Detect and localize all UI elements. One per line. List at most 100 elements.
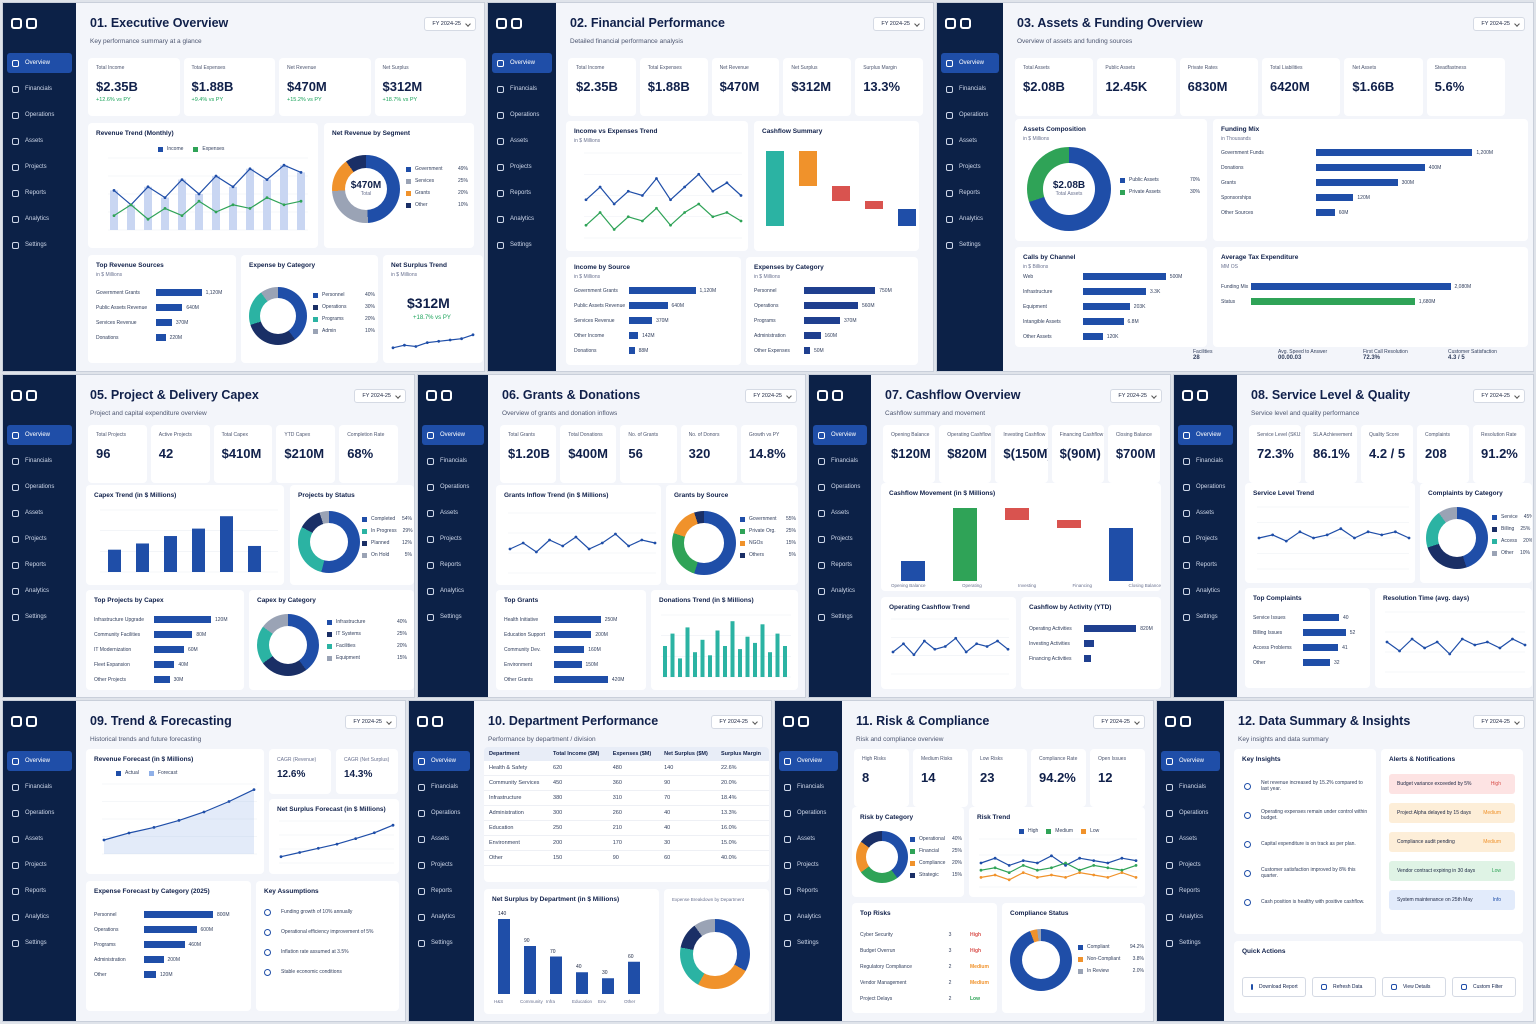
fiscal-year-select[interactable]: FY 2024-25 — [745, 389, 797, 403]
sidebar-item-overview[interactable]: Overview — [1178, 425, 1233, 445]
sidebar-item-settings[interactable]: Settings — [422, 607, 484, 627]
sidebar-item-assets[interactable]: Assets — [7, 131, 72, 151]
sidebar-item-projects[interactable]: Projects — [413, 855, 470, 875]
table-row[interactable]: Health & Safety 620 480 140 22.6% — [484, 761, 769, 776]
sidebar-item-financials[interactable]: Financials — [7, 451, 72, 471]
sidebar-item-overview[interactable]: Overview — [1161, 751, 1220, 771]
sidebar-item-assets[interactable]: Assets — [413, 829, 470, 849]
sidebar-item-assets[interactable]: Assets — [7, 503, 72, 523]
fiscal-year-select[interactable]: FY 2024-25 — [1093, 715, 1145, 729]
sidebar-item-projects[interactable]: Projects — [1178, 529, 1233, 549]
sidebar-item-overview[interactable]: Overview — [492, 53, 552, 73]
sidebar-item-settings[interactable]: Settings — [492, 235, 552, 255]
fiscal-year-select[interactable]: FY 2024-25 — [1473, 715, 1525, 729]
fiscal-year-select[interactable]: FY 2024-25 — [1473, 389, 1525, 403]
table-row[interactable]: Community Services 450 360 90 20.0% — [484, 775, 769, 791]
sidebar-item-operations[interactable]: Operations — [779, 803, 838, 823]
sidebar-item-analytics[interactable]: Analytics — [7, 209, 72, 229]
sidebar-item-assets[interactable]: Assets — [492, 131, 552, 151]
sidebar-item-reports[interactable]: Reports — [7, 881, 72, 901]
sidebar-item-projects[interactable]: Projects — [7, 157, 72, 177]
fiscal-year-select[interactable]: FY 2024-25 — [345, 715, 397, 729]
fiscal-year-select[interactable]: FY 2024-25 — [424, 17, 476, 31]
sidebar-item-operations[interactable]: Operations — [1178, 477, 1233, 497]
sidebar-item-financials[interactable]: Financials — [941, 79, 999, 99]
sidebar-item-analytics[interactable]: Analytics — [422, 581, 484, 601]
sidebar-item-operations[interactable]: Operations — [813, 477, 867, 497]
fiscal-year-select[interactable]: FY 2024-25 — [1110, 389, 1162, 403]
sidebar-item-overview[interactable]: Overview — [7, 53, 72, 73]
sidebar-item-financials[interactable]: Financials — [413, 777, 470, 797]
sidebar-item-assets[interactable]: Assets — [941, 131, 999, 151]
sidebar-item-analytics[interactable]: Analytics — [1178, 581, 1233, 601]
sidebar-item-reports[interactable]: Reports — [413, 881, 470, 901]
sidebar-item-assets[interactable]: Assets — [813, 503, 867, 523]
sidebar-item-reports[interactable]: Reports — [7, 183, 72, 203]
risk-row[interactable]: Project Delays 2 Low — [860, 991, 989, 1007]
risk-row[interactable]: Budget Overrun 3 High — [860, 943, 989, 959]
sidebar-item-operations[interactable]: Operations — [422, 477, 484, 497]
sidebar-item-financials[interactable]: Financials — [1178, 451, 1233, 471]
sidebar-item-operations[interactable]: Operations — [7, 105, 72, 125]
sidebar-item-reports[interactable]: Reports — [422, 555, 484, 575]
risk-row[interactable]: Regulatory Compliance 2 Medium — [860, 959, 989, 975]
sidebar-item-financials[interactable]: Financials — [7, 777, 72, 797]
sidebar-item-analytics[interactable]: Analytics — [813, 581, 867, 601]
sidebar-item-assets[interactable]: Assets — [779, 829, 838, 849]
sidebar-item-reports[interactable]: Reports — [1178, 555, 1233, 575]
sidebar-item-settings[interactable]: Settings — [813, 607, 867, 627]
sidebar-item-projects[interactable]: Projects — [1161, 855, 1220, 875]
sidebar-item-financials[interactable]: Financials — [779, 777, 838, 797]
sidebar-item-projects[interactable]: Projects — [813, 529, 867, 549]
sidebar-item-analytics[interactable]: Analytics — [7, 581, 72, 601]
sidebar-item-operations[interactable]: Operations — [7, 477, 72, 497]
sidebar-item-overview[interactable]: Overview — [7, 751, 72, 771]
sidebar-item-operations[interactable]: Operations — [941, 105, 999, 125]
sidebar-item-analytics[interactable]: Analytics — [941, 209, 999, 229]
sidebar-item-projects[interactable]: Projects — [7, 529, 72, 549]
sidebar-item-financials[interactable]: Financials — [1161, 777, 1220, 797]
sidebar-item-settings[interactable]: Settings — [1161, 933, 1220, 953]
alert-item[interactable]: Compliance audit pending Medium — [1389, 832, 1515, 852]
table-row[interactable]: Infrastructure 380 310 70 18.4% — [484, 790, 769, 806]
sidebar-item-projects[interactable]: Projects — [941, 157, 999, 177]
download-button[interactable]: Download Report — [1242, 977, 1306, 997]
alert-item[interactable]: Project Alpha delayed by 15 days Medium — [1389, 803, 1515, 823]
risk-row[interactable]: Vendor Management 2 Medium — [860, 975, 989, 991]
sidebar-item-settings[interactable]: Settings — [1178, 607, 1233, 627]
sidebar-item-projects[interactable]: Projects — [779, 855, 838, 875]
sidebar-item-reports[interactable]: Reports — [7, 555, 72, 575]
sidebar-item-operations[interactable]: Operations — [7, 803, 72, 823]
sidebar-item-overview[interactable]: Overview — [413, 751, 470, 771]
sidebar-item-analytics[interactable]: Analytics — [492, 209, 552, 229]
sidebar-item-reports[interactable]: Reports — [779, 881, 838, 901]
sidebar-item-overview[interactable]: Overview — [813, 425, 867, 445]
filter-button[interactable]: Custom Filter — [1452, 977, 1516, 997]
table-row[interactable]: Environment 200 170 30 15.0% — [484, 835, 769, 851]
alert-item[interactable]: System maintenance on 25th May Info — [1389, 890, 1515, 910]
fiscal-year-select[interactable]: FY 2024-25 — [873, 17, 925, 31]
sidebar-item-assets[interactable]: Assets — [7, 829, 72, 849]
sidebar-item-analytics[interactable]: Analytics — [1161, 907, 1220, 927]
refresh-button[interactable]: Refresh Data — [1312, 977, 1376, 997]
sidebar-item-assets[interactable]: Assets — [1161, 829, 1220, 849]
sidebar-item-financials[interactable]: Financials — [813, 451, 867, 471]
sidebar-item-settings[interactable]: Settings — [7, 235, 72, 255]
sidebar-item-settings[interactable]: Settings — [413, 933, 470, 953]
sidebar-item-assets[interactable]: Assets — [1178, 503, 1233, 523]
table-row[interactable]: Other 150 90 60 40.0% — [484, 850, 769, 866]
sidebar-item-financials[interactable]: Financials — [7, 79, 72, 99]
sidebar-item-overview[interactable]: Overview — [779, 751, 838, 771]
sidebar-item-reports[interactable]: Reports — [813, 555, 867, 575]
sidebar-item-operations[interactable]: Operations — [413, 803, 470, 823]
sidebar-item-settings[interactable]: Settings — [7, 607, 72, 627]
sidebar-item-reports[interactable]: Reports — [1161, 881, 1220, 901]
sidebar-item-settings[interactable]: Settings — [779, 933, 838, 953]
sidebar-item-analytics[interactable]: Analytics — [413, 907, 470, 927]
sidebar-item-projects[interactable]: Projects — [492, 157, 552, 177]
sidebar-item-operations[interactable]: Operations — [1161, 803, 1220, 823]
sidebar-item-settings[interactable]: Settings — [941, 235, 999, 255]
sidebar-item-projects[interactable]: Projects — [7, 855, 72, 875]
sidebar-item-financials[interactable]: Financials — [492, 79, 552, 99]
fiscal-year-select[interactable]: FY 2024-25 — [1473, 17, 1525, 31]
